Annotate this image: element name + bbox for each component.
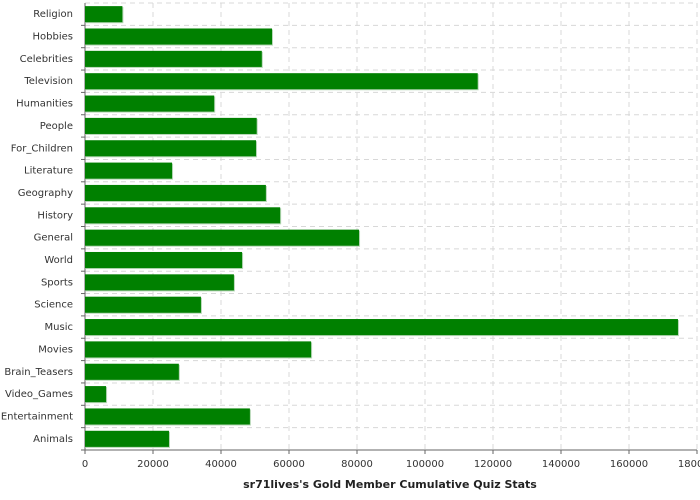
x-tick-label: 120000 (474, 459, 512, 470)
y-tick-label: Geography (18, 188, 73, 199)
x-tick-label: 80000 (341, 459, 373, 470)
y-tick-label: Entertainment (1, 411, 73, 422)
bar (85, 50, 262, 67)
y-tick-label: Music (45, 322, 73, 333)
bar (85, 184, 266, 202)
bar (85, 408, 250, 425)
bar (85, 95, 215, 112)
x-tick-label: 160000 (610, 459, 648, 470)
x-tick-label: 180000 (678, 459, 700, 470)
chart-title: sr71lives's Gold Member Cumulative Quiz … (243, 478, 537, 491)
y-tick-label: Celebrities (20, 54, 73, 65)
x-tick-label: 20000 (137, 459, 169, 470)
bar (85, 386, 107, 403)
bar (85, 73, 478, 90)
bar (85, 251, 243, 269)
y-tick-label: General (34, 233, 73, 244)
bar (85, 319, 678, 336)
y-tick-label: Television (23, 76, 73, 87)
y-tick-label: Animals (33, 434, 73, 445)
y-tick-label: Video_Games (5, 389, 73, 400)
bar (85, 162, 173, 179)
bar (85, 207, 281, 224)
x-tick-label: 40000 (205, 459, 237, 470)
bar (85, 363, 179, 380)
bar (85, 430, 169, 447)
x-tick-label: 60000 (273, 459, 305, 470)
x-tick-label: 140000 (542, 459, 580, 470)
y-tick-label: Hobbies (33, 32, 73, 43)
bar (85, 229, 360, 246)
y-tick-label: Movies (38, 344, 73, 355)
y-tick-label: History (37, 210, 73, 221)
y-tick-label: Brain_Teasers (4, 367, 73, 378)
y-tick-label: Science (34, 300, 73, 311)
y-tick-label: World (44, 255, 73, 266)
x-tick-label: 0 (82, 459, 88, 470)
bar (85, 28, 272, 45)
bar (85, 117, 257, 134)
y-tick-label: Literature (24, 166, 73, 177)
bar (85, 140, 257, 157)
y-tick-label: Humanities (16, 99, 73, 110)
bar (85, 296, 201, 313)
x-tick-label: 100000 (406, 459, 444, 470)
bar (85, 6, 123, 23)
bar (85, 341, 312, 358)
bar (85, 274, 234, 291)
y-tick-label: Sports (41, 277, 73, 288)
y-tick-label: People (40, 121, 73, 132)
y-tick-label: Religion (33, 9, 73, 20)
y-tick-label: For_Children (11, 143, 73, 154)
